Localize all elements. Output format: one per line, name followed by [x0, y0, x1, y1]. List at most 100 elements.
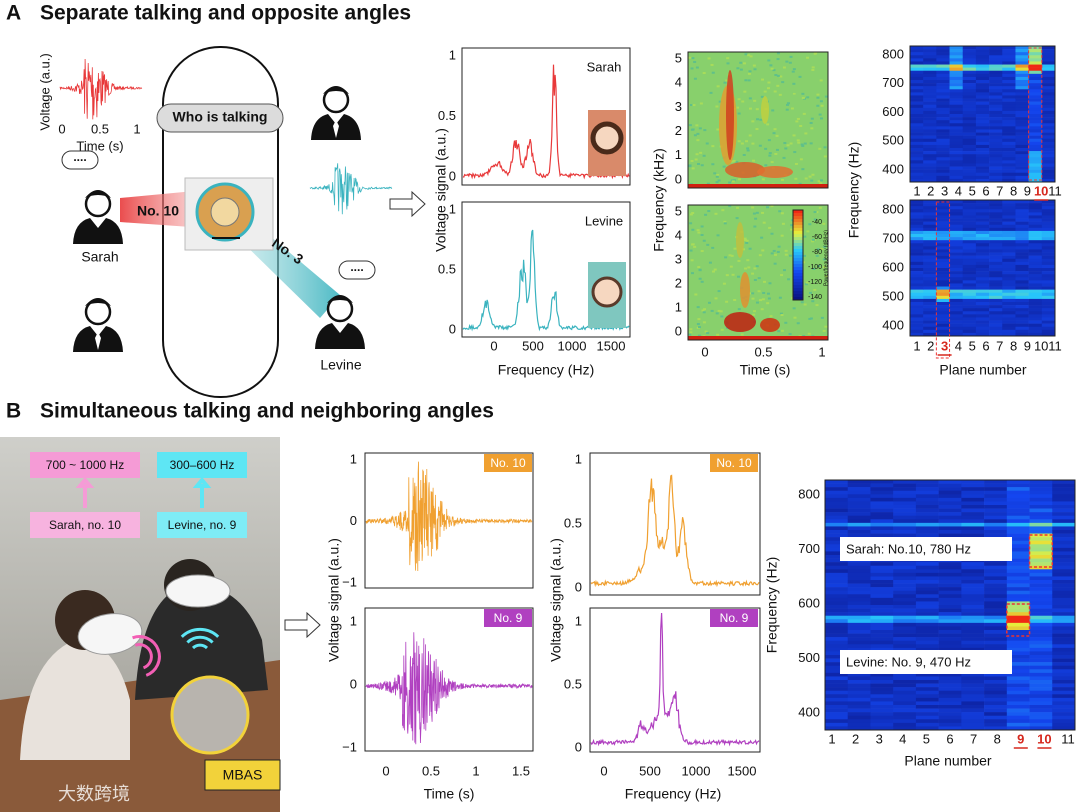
heatmap-cell: [1041, 320, 1056, 324]
heatmap-cell: [1006, 565, 1030, 570]
heatmap-cell: [936, 252, 950, 256]
heatmap-cell: [923, 154, 937, 158]
heatmap-cell: [938, 580, 962, 584]
heatmap-cell: [1028, 144, 1043, 149]
spectrogram-noise: [784, 249, 788, 252]
photo-person: [135, 584, 268, 700]
heatmap-cell: [989, 46, 1003, 50]
heatmap-cell: [936, 107, 950, 112]
spectrogram-noise: [769, 315, 773, 318]
heatmap-cell: [961, 647, 985, 652]
heatmap-cell: [962, 298, 977, 303]
heatmap-cell: [915, 619, 939, 624]
y-tick-label: 0.5: [438, 108, 456, 123]
axis-label: Frequency (Hz): [846, 142, 862, 238]
spectrogram-noise: [774, 74, 778, 77]
heatmap-cell: [915, 705, 939, 709]
heatmap-cell: [870, 515, 894, 520]
heatmap-cell: [1028, 200, 1043, 204]
spectrogram-noise: [700, 250, 704, 253]
heatmap-cell: [936, 55, 950, 59]
x-tick-label: 10: [1037, 731, 1051, 746]
heatmap-cell: [893, 633, 917, 638]
heatmap-cell: [949, 114, 964, 118]
spectrogram-noise: [711, 163, 715, 166]
heatmap-cell: [847, 483, 871, 488]
spectrogram-noise: [693, 77, 697, 80]
heatmap-cell: [975, 203, 990, 207]
arrow: [389, 190, 426, 218]
heatmap-cell: [975, 268, 990, 272]
heatmap-cell: [923, 283, 937, 287]
spectrogram-noise: [801, 144, 805, 147]
portrait: [590, 121, 624, 155]
spectrogram-noise: [748, 247, 752, 250]
heatmap-cell: [915, 633, 939, 638]
heatmap-cell: [825, 726, 849, 731]
heatmap-cell: [825, 608, 849, 613]
heatmap-cell: [1052, 580, 1076, 584]
heatmap-cell: [923, 95, 937, 99]
heatmap-cell: [847, 597, 871, 602]
heatmap-cell: [975, 135, 990, 140]
heatmap-cell: [893, 619, 917, 624]
heatmap-cell: [975, 55, 990, 59]
heatmap-cell: [923, 326, 937, 331]
heatmap-cell: [915, 612, 939, 617]
spectrogram-noise: [724, 256, 728, 259]
heatmap-cell: [962, 101, 977, 106]
heatmap-cell: [962, 160, 977, 164]
heatmap-cell: [989, 283, 1003, 287]
spectrogram-noise: [742, 248, 746, 251]
heatmap-cell: [1029, 719, 1053, 724]
heatmap-cell: [1028, 246, 1043, 250]
heatmap-cell: [825, 501, 849, 506]
x-tick-label: 1: [828, 731, 835, 746]
heatmap-cell: [1052, 687, 1076, 692]
heatmap-cell: [975, 89, 990, 93]
spectrogram-noise: [822, 329, 826, 332]
heatmap-cell: [1015, 302, 1029, 306]
x-tick-label: 9: [1024, 338, 1031, 353]
heatmap-cell: [984, 712, 1008, 717]
heatmap-cell: [825, 480, 849, 484]
heatmap-cell: [961, 533, 985, 538]
heatmap-cell: [1002, 58, 1016, 62]
spectrogram-noise: [780, 314, 784, 317]
heatmap-cell: [1029, 608, 1053, 613]
colorbar: [793, 279, 803, 283]
heatmap-cell: [1002, 67, 1016, 72]
heatmap-cell: [989, 234, 1003, 238]
heatmap-cell: [949, 277, 964, 281]
heatmap-cell: [1002, 314, 1016, 318]
heatmap-cell: [1002, 89, 1016, 93]
spectrogram-noise: [745, 239, 749, 242]
heatmap-cell: [870, 694, 894, 699]
heatmap-cell: [870, 687, 894, 692]
heatmap-cell: [1006, 508, 1030, 513]
heatmap-cell: [984, 605, 1008, 609]
heatmap-cell: [1028, 230, 1043, 235]
heatmap-cell: [893, 719, 917, 724]
spectrogram-noise: [722, 282, 726, 285]
spectrogram-noise: [784, 147, 788, 150]
spectrogram-noise: [711, 145, 715, 148]
x-tick-label: 1: [913, 183, 920, 198]
colorbar: [793, 264, 803, 268]
heatmap-cell: [910, 271, 924, 275]
heatmap-cell: [1006, 708, 1030, 713]
heatmap-cell: [1028, 70, 1043, 75]
heatmap-cell: [962, 144, 977, 149]
heatmap-cell: [1015, 175, 1029, 180]
heatmap-cell: [1015, 286, 1029, 290]
panel-tag: No. 9: [494, 611, 523, 625]
heatmap-cell: [910, 104, 924, 109]
heatmap-cell: [825, 555, 849, 559]
heatmap-cell: [962, 163, 977, 167]
spectrogram-noise: [766, 206, 770, 209]
heatmap-cell: [1028, 104, 1043, 109]
heatmap-cell: [975, 308, 990, 312]
heatmap-cell: [1029, 647, 1053, 652]
y-tick-label: 0.5: [438, 261, 456, 276]
heatmap-cell: [961, 587, 985, 592]
